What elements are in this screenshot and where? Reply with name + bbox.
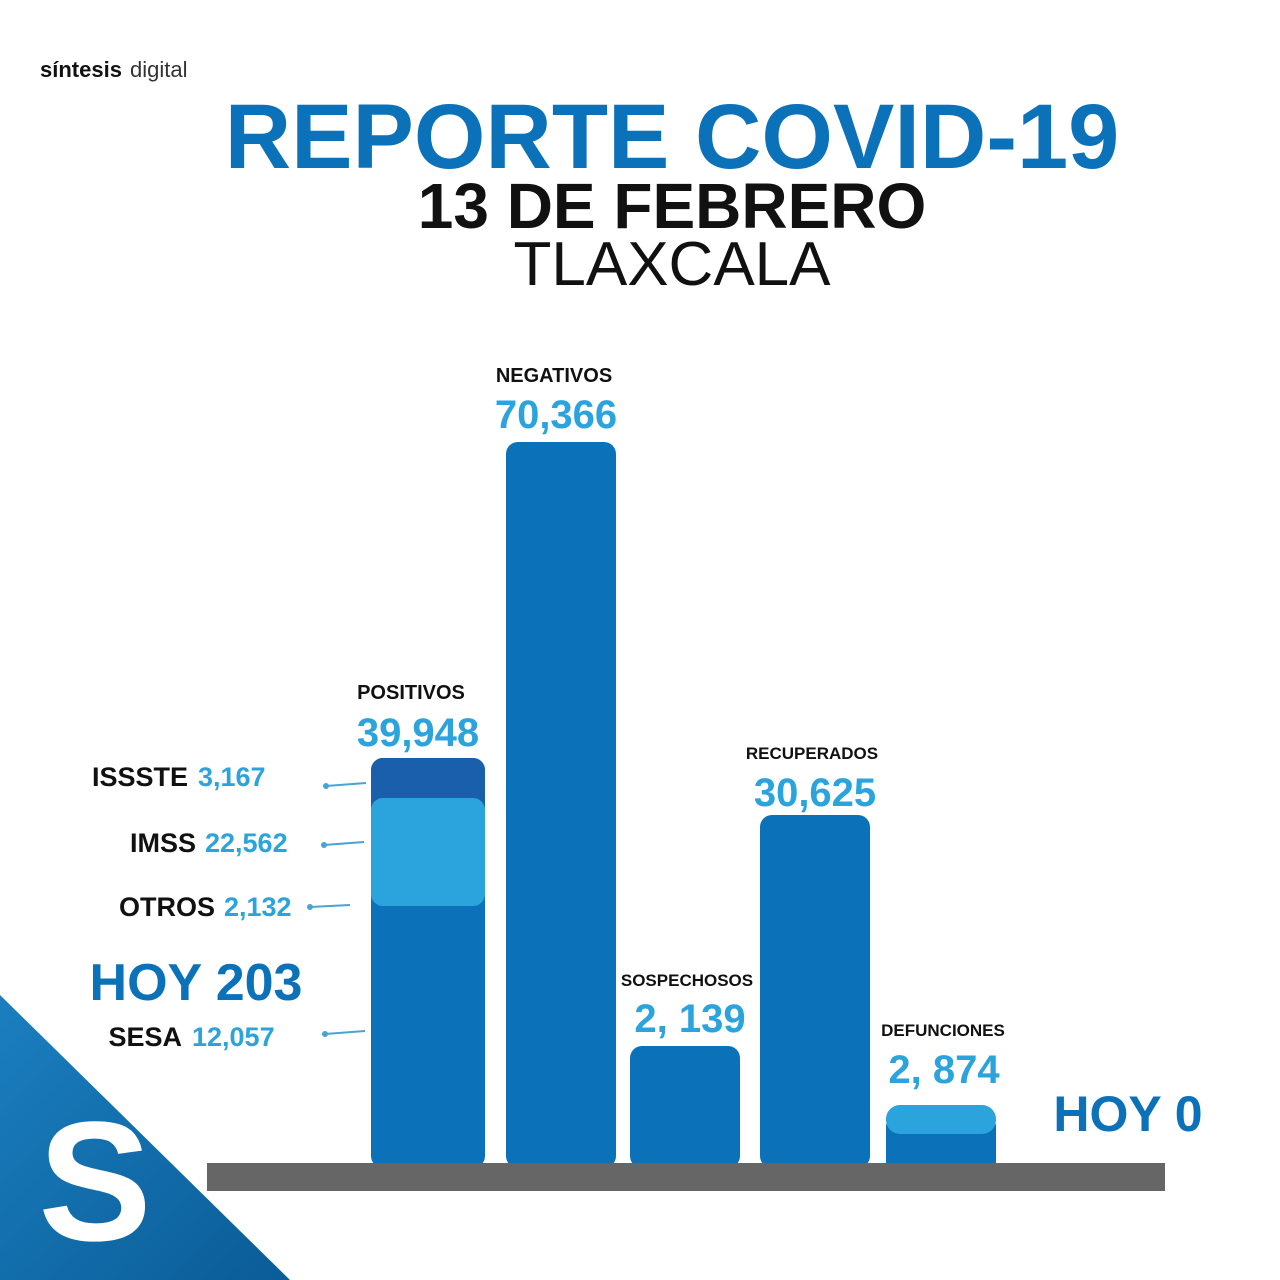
bar-label: DEFUNCIONES bbox=[881, 1021, 1005, 1040]
bar-label: POSITIVOS bbox=[357, 682, 465, 704]
breakdown-label: ISSSTE bbox=[92, 762, 188, 792]
bar-label: RECUPERADOS bbox=[746, 744, 878, 763]
connector-dot bbox=[322, 1031, 328, 1037]
connector-dot bbox=[323, 783, 329, 789]
bar-value: 70,366 bbox=[495, 393, 617, 437]
connector-dot bbox=[307, 904, 313, 910]
breakdown-value: 12,057 bbox=[192, 1022, 275, 1052]
bar-value: 2, 874 bbox=[888, 1048, 1000, 1092]
connector bbox=[309, 904, 351, 908]
corner-triangle bbox=[0, 995, 290, 1280]
bars bbox=[207, 442, 1165, 1191]
bar-recuperados bbox=[760, 815, 870, 1168]
bar-negativos bbox=[506, 442, 616, 1168]
breakdown-label: IMSS bbox=[130, 828, 196, 858]
breakdown-value: 3,167 bbox=[198, 762, 266, 792]
connector bbox=[325, 782, 367, 787]
title: REPORTE COVID-19 bbox=[225, 86, 1120, 188]
today-deaths: HOY 0 bbox=[1053, 1086, 1202, 1142]
breakdown-label: SESA bbox=[108, 1022, 182, 1052]
bar-label: SOSPECHOSOS bbox=[621, 971, 753, 990]
connector bbox=[323, 841, 365, 846]
corner-logo: S bbox=[38, 1087, 151, 1277]
date: 13 DE FEBRERO bbox=[418, 170, 927, 242]
bar-label: NEGATIVOS bbox=[496, 365, 612, 387]
bar-imss bbox=[371, 798, 485, 906]
breakdown-value: 22,562 bbox=[205, 828, 288, 858]
bar-value: 39,948 bbox=[357, 711, 479, 755]
baseline bbox=[207, 1163, 1165, 1191]
connector-dot bbox=[321, 842, 327, 848]
place: TLAXCALA bbox=[513, 230, 831, 299]
breakdown-label: OTROS bbox=[119, 892, 215, 922]
connector bbox=[324, 1030, 366, 1035]
bar-value: 30,625 bbox=[754, 771, 876, 815]
bar-sospechosos bbox=[630, 1046, 740, 1168]
breakdown: ISSSTE 3,167 IMSS 22,562 OTROS 2,132 HOY… bbox=[90, 762, 367, 1052]
logo-brand: síntesis bbox=[40, 57, 122, 82]
breakdown-value: 2,132 bbox=[224, 892, 292, 922]
logo-suffix: digital bbox=[130, 57, 187, 82]
bar-defunciones-top bbox=[886, 1105, 996, 1134]
today-positive: HOY 203 bbox=[90, 954, 303, 1012]
bar-value: 2, 139 bbox=[634, 997, 745, 1041]
